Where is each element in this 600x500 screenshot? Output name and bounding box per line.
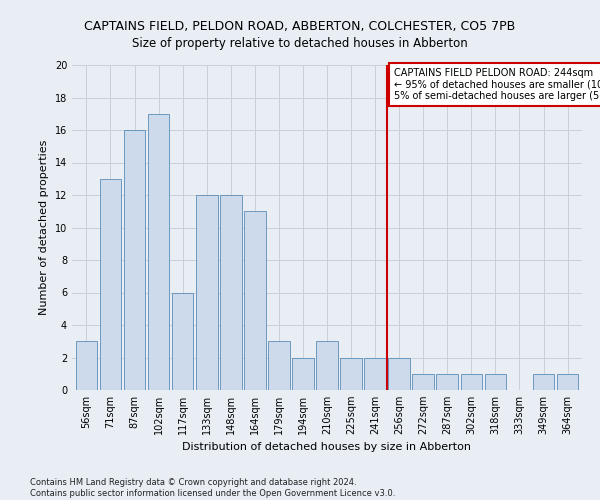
Bar bbox=[436, 374, 458, 390]
Bar bbox=[461, 374, 482, 390]
Bar bbox=[533, 374, 554, 390]
Text: Size of property relative to detached houses in Abberton: Size of property relative to detached ho… bbox=[132, 38, 468, 51]
Bar bbox=[172, 292, 193, 390]
Bar bbox=[292, 358, 314, 390]
Bar bbox=[196, 195, 218, 390]
Text: CAPTAINS FIELD PELDON ROAD: 244sqm
← 95% of detached houses are smaller (101)
5%: CAPTAINS FIELD PELDON ROAD: 244sqm ← 95%… bbox=[394, 68, 600, 102]
Bar bbox=[340, 358, 362, 390]
Text: Distribution of detached houses by size in Abberton: Distribution of detached houses by size … bbox=[182, 442, 472, 452]
Bar bbox=[316, 341, 338, 390]
Bar bbox=[557, 374, 578, 390]
Bar bbox=[76, 341, 97, 390]
Text: Contains HM Land Registry data © Crown copyright and database right 2024.
Contai: Contains HM Land Registry data © Crown c… bbox=[30, 478, 395, 498]
Bar bbox=[485, 374, 506, 390]
Bar bbox=[412, 374, 434, 390]
Bar bbox=[148, 114, 169, 390]
Bar bbox=[100, 179, 121, 390]
Bar bbox=[124, 130, 145, 390]
Y-axis label: Number of detached properties: Number of detached properties bbox=[39, 140, 49, 315]
Bar bbox=[220, 195, 242, 390]
Bar bbox=[268, 341, 290, 390]
Bar bbox=[244, 211, 266, 390]
Bar bbox=[364, 358, 386, 390]
Bar bbox=[388, 358, 410, 390]
Text: CAPTAINS FIELD, PELDON ROAD, ABBERTON, COLCHESTER, CO5 7PB: CAPTAINS FIELD, PELDON ROAD, ABBERTON, C… bbox=[85, 20, 515, 33]
